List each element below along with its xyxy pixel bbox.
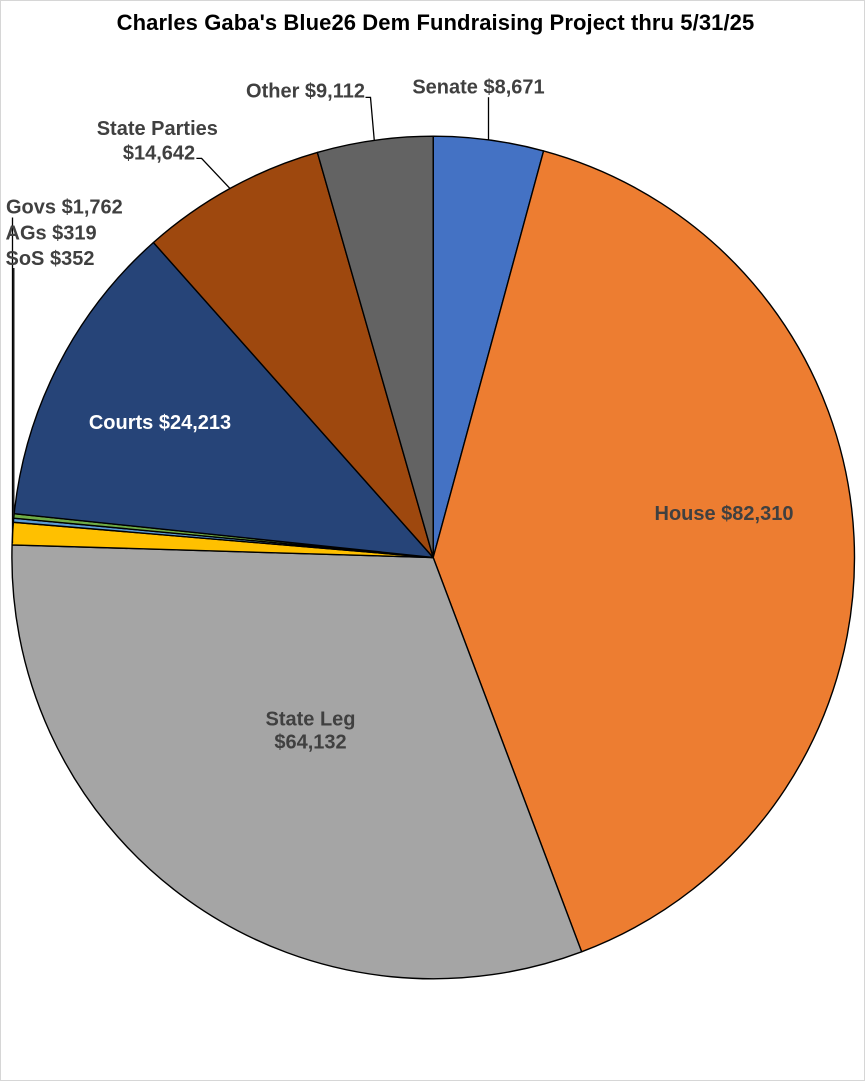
- svg-text:Other $9,112: Other $9,112: [246, 81, 365, 103]
- svg-text:SoS $352: SoS $352: [6, 248, 95, 270]
- svg-text:$64,132: $64,132: [274, 731, 346, 753]
- svg-text:$14,642: $14,642: [123, 143, 195, 165]
- svg-text:Courts $24,213: Courts $24,213: [89, 412, 231, 434]
- svg-text:House $82,310: House $82,310: [655, 503, 794, 525]
- svg-text:Senate $8,671: Senate $8,671: [412, 77, 544, 99]
- svg-text:AGs $319: AGs $319: [6, 222, 97, 244]
- svg-text:Charles Gaba's Blue26 Dem Fund: Charles Gaba's Blue26 Dem Fundraising Pr…: [117, 10, 755, 35]
- svg-text:State Parties: State Parties: [97, 118, 218, 140]
- svg-text:State Leg: State Leg: [265, 709, 355, 731]
- svg-text:Govs $1,762: Govs $1,762: [6, 197, 123, 219]
